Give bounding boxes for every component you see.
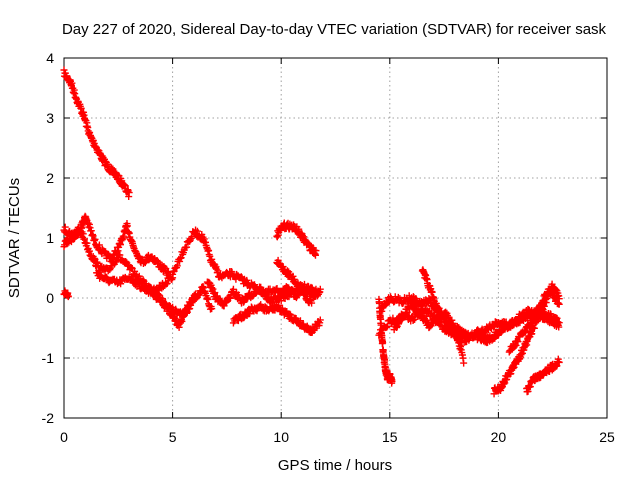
data-point (132, 271, 140, 279)
data-point (64, 293, 72, 301)
data-point (388, 377, 396, 385)
y-tick-label: -2 (42, 410, 55, 426)
data-point (553, 314, 561, 322)
data-point (141, 283, 149, 291)
series-arc-l (375, 295, 396, 387)
series-arc-a (60, 66, 133, 201)
data-point (186, 236, 194, 244)
data-point (193, 227, 201, 235)
y-tick-label: 2 (46, 170, 54, 186)
data-point (120, 234, 128, 242)
series-arc-h (203, 278, 324, 310)
y-tick-label: 1 (46, 230, 54, 246)
y-axis-label: SDTVAR / TECUs (6, 178, 23, 298)
series-arc-f (151, 283, 216, 331)
x-tick-label: 0 (60, 429, 68, 445)
x-tick-label: 15 (382, 429, 398, 445)
x-tick-label: 25 (599, 429, 615, 445)
data-point (139, 276, 147, 284)
data-point (125, 189, 133, 197)
series-arc-j (273, 256, 316, 307)
data-point (300, 280, 308, 288)
data-point (448, 316, 456, 324)
data-point (383, 323, 391, 331)
data-point (379, 339, 387, 347)
data-point (173, 262, 181, 270)
data-point (183, 243, 191, 251)
series-arc-i (229, 301, 324, 337)
data-point (377, 329, 385, 337)
data-point (312, 247, 320, 255)
y-tick-label: 0 (46, 290, 54, 306)
data-point (457, 341, 465, 349)
data-point (555, 358, 563, 366)
data-point (177, 254, 185, 262)
grid (64, 58, 607, 418)
series-arc-d (60, 287, 72, 301)
data-point (106, 266, 114, 274)
data-point (411, 315, 419, 323)
data-point (163, 279, 171, 287)
series-arc-b (60, 212, 172, 279)
series-arc-p (418, 266, 465, 349)
data-point (186, 237, 194, 245)
y-tick-label: 3 (46, 110, 54, 126)
x-axis-label: GPS time / hours (278, 457, 392, 474)
data-point (127, 273, 135, 281)
y-tick-label: -1 (42, 350, 55, 366)
x-tick-label: 10 (273, 429, 289, 445)
data-point (229, 285, 237, 293)
data-point (117, 280, 125, 288)
data-point (131, 267, 139, 275)
series-arc-o (390, 298, 468, 367)
data-point (555, 295, 563, 303)
data-point (316, 316, 324, 324)
data-point (378, 307, 386, 315)
data-point (490, 323, 498, 331)
chart-title: Day 227 of 2020, Sidereal Day-to-day VTE… (62, 21, 607, 38)
data-point (176, 257, 184, 265)
data-point (228, 268, 236, 276)
data-point (383, 322, 391, 330)
data-point (211, 289, 219, 297)
series-arc-s (523, 355, 563, 396)
data-point (122, 258, 130, 266)
data-point (146, 285, 154, 293)
data-point (530, 324, 538, 332)
series-arc-r (505, 280, 563, 356)
data-point (316, 285, 324, 293)
axis-ticks: 0 5 10 15 20 25 -2 -1 0 1 2 3 4 (42, 50, 615, 445)
data-point (162, 301, 170, 309)
data-point (135, 280, 143, 288)
data-point (83, 239, 91, 247)
data-point (167, 275, 175, 283)
series-arc-q (490, 288, 563, 398)
data-point (460, 359, 468, 367)
y-tick-label: 4 (46, 50, 54, 66)
data-point (208, 305, 216, 313)
data-point (425, 308, 433, 316)
data-point (116, 251, 124, 259)
data-marks (60, 66, 563, 398)
series-arc-k (273, 219, 320, 259)
data-point (243, 276, 251, 284)
data-point (308, 299, 316, 307)
data-point (273, 233, 281, 241)
data-point (409, 316, 417, 324)
x-tick-label: 20 (491, 429, 507, 445)
x-tick-label: 5 (169, 429, 177, 445)
series-arc-t (473, 307, 561, 345)
data-point (162, 279, 170, 287)
